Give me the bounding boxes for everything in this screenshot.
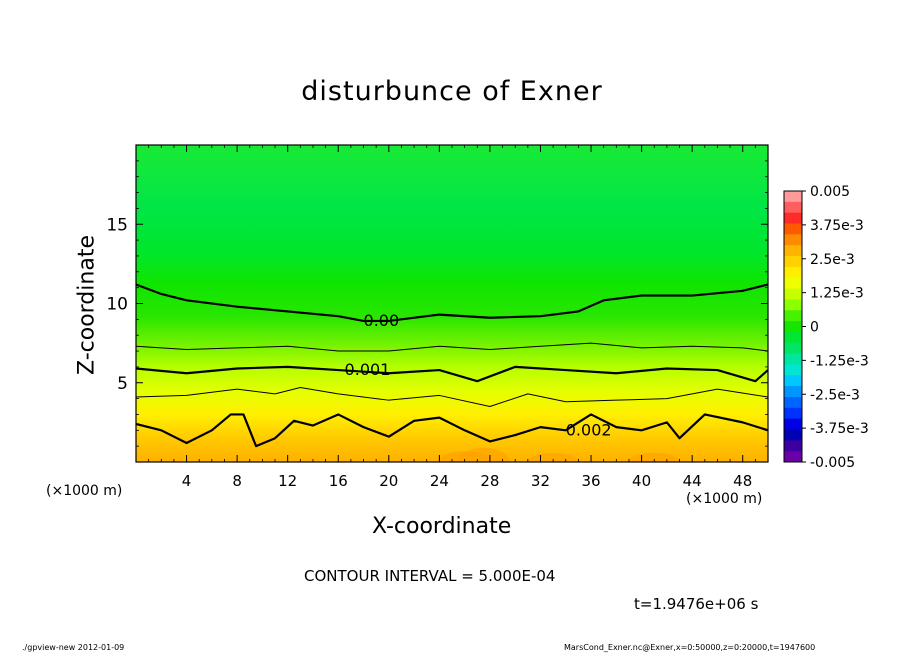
x-tick-label: 20 — [379, 472, 398, 490]
colorbar-swatch — [784, 429, 802, 441]
y-axis-label: Z-coordinate — [74, 235, 100, 375]
colorbar-swatch — [784, 451, 802, 463]
contour-label: 0.002 — [566, 420, 612, 439]
colorbar-tick-label: 0.005 — [810, 184, 850, 200]
colorbar-swatch — [784, 386, 802, 398]
colorbar-swatch — [784, 288, 802, 300]
chart-title: disturbunce of Exner — [301, 76, 603, 107]
x-unit-label-right: (×1000 m) — [686, 491, 763, 507]
time-label: t=1.9476e+06 s — [634, 595, 759, 613]
colorbar-tick-label: 2.5e-3 — [810, 252, 855, 268]
contour-label: 0.00 — [364, 311, 400, 330]
y-tick-label: 5 — [117, 374, 128, 394]
y-axis: 5 10 15 — [106, 160, 768, 447]
colorbar-swatch — [784, 201, 802, 214]
heatmap-cell — [457, 447, 510, 462]
footer-right: MarsCond_Exner.nc@Exner,x=0:50000,z=0:20… — [564, 643, 816, 652]
x-tick-label: 44 — [683, 472, 702, 490]
x-tick-label: 8 — [232, 472, 242, 490]
colorbar-swatch — [784, 440, 802, 452]
heatmap-fill — [136, 145, 768, 462]
contour-label: 0.001 — [345, 360, 391, 379]
colorbar-swatch — [784, 277, 802, 290]
x-tick-label: 32 — [531, 472, 550, 490]
y-tick-label: 15 — [106, 215, 128, 235]
x-tick-label: 36 — [581, 472, 600, 490]
colorbar-swatch — [784, 212, 802, 225]
x-tick-label: 28 — [480, 472, 499, 490]
footer-left: ./gpview-new 2012-01-09 — [22, 643, 125, 652]
colorbar-swatch — [784, 407, 802, 420]
colorbar-swatch — [784, 364, 802, 376]
colorbar: 0.005 3.75e-3 2.5e-3 1.25e-3 0 -1.25e-3 -2.5e-… — [783, 184, 869, 471]
colorbar-swatch — [784, 245, 802, 257]
colorbar-tick-label: -3.75e-3 — [810, 421, 869, 437]
contour-lines — [136, 283, 768, 448]
x-tick-label: 12 — [278, 472, 297, 490]
contour-interval-label: CONTOUR INTERVAL = 5.000E-04 — [304, 567, 556, 585]
heatmap-field — [136, 145, 768, 462]
x-tick-label: 16 — [329, 472, 348, 490]
colorbar-swatch — [784, 342, 802, 355]
colorbar-swatch — [784, 353, 802, 365]
colorbar-tick-label: -1.25e-3 — [810, 353, 869, 369]
x-tick-label: 48 — [733, 472, 752, 490]
contour-line-0 — [136, 283, 768, 323]
colorbar-swatch — [784, 418, 802, 430]
colorbar-swatch — [784, 310, 802, 322]
contour-line-0_0005 — [136, 342, 768, 352]
colorbar-swatch — [784, 299, 802, 311]
colorbar-swatch — [784, 375, 802, 387]
colorbar-swatch — [784, 266, 802, 279]
colorbar-swatch — [784, 321, 802, 333]
colorbar-tick-label: -0.005 — [810, 455, 855, 471]
colorbar-swatch — [784, 256, 802, 268]
contour-line-0_0015 — [136, 387, 768, 408]
colorbar-tick-label: 1.25e-3 — [810, 286, 864, 302]
x-axis-label: X-coordinate — [372, 514, 512, 539]
colorbar-swatch — [784, 396, 802, 409]
x-tick-label: 4 — [182, 472, 192, 490]
colorbar-tick-label: 0 — [810, 320, 819, 336]
colorbar-tick-label: -2.5e-3 — [810, 387, 860, 403]
colorbar-swatch — [784, 331, 802, 344]
colorbar-swatch — [784, 191, 802, 203]
colorbar-swatch — [784, 234, 802, 246]
y-tick-label: 10 — [106, 295, 128, 315]
contour-line-0_002 — [136, 413, 768, 448]
x-axis: 4 8 12 16 20 24 28 32 36 40 44 48 — [148, 145, 756, 490]
colorbar-swatch — [784, 223, 802, 235]
x-tick-label: 24 — [430, 472, 449, 490]
x-tick-label: 40 — [632, 472, 651, 490]
contour-labels: 0.00 0.001 0.002 — [345, 311, 612, 439]
colorbar-tick-label: 3.75e-3 — [810, 218, 864, 234]
contour-line-0_001 — [136, 365, 768, 383]
x-unit-label-left: (×1000 m) — [46, 483, 123, 499]
